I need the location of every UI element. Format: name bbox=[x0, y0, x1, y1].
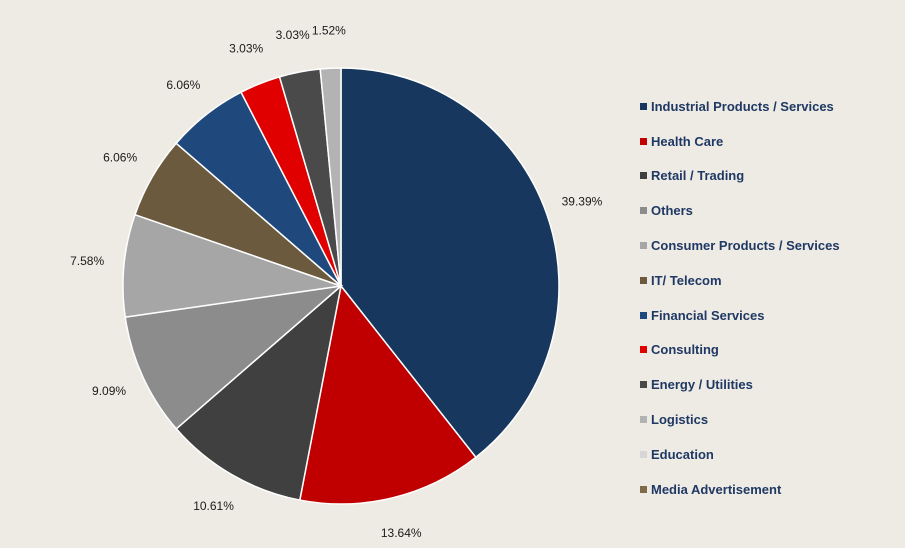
data-label-it-telecom: 6.06% bbox=[103, 151, 137, 165]
legend-label: Energy / Utilities bbox=[651, 377, 753, 393]
legend-item-others: Others bbox=[640, 193, 900, 228]
pie-slice-others bbox=[124, 284, 344, 430]
legend-label: Consumer Products / Services bbox=[651, 238, 840, 254]
pie-slice-retail-trading bbox=[175, 284, 343, 501]
legend-item-consulting: Consulting bbox=[640, 333, 900, 368]
legend-label: IT/ Telecom bbox=[651, 272, 722, 288]
legend-label: Education bbox=[651, 446, 714, 462]
legend-label: Others bbox=[651, 203, 693, 219]
legend-label: Industrial Products / Services bbox=[651, 98, 834, 114]
legend-swatch bbox=[640, 207, 647, 215]
pie-slice-health-care bbox=[298, 284, 477, 505]
legend-swatch bbox=[640, 137, 647, 145]
legend-item-energy-utilities: Energy / Utilities bbox=[640, 367, 900, 402]
legend-swatch bbox=[640, 416, 647, 424]
legend-item-financial-services: Financial Services bbox=[640, 298, 900, 333]
legend-item-retail-trading: Retail / Trading bbox=[640, 159, 900, 194]
data-label-consumer-products-services: 7.58% bbox=[70, 254, 104, 268]
data-label-industrial-products-services: 39.39% bbox=[562, 195, 603, 209]
legend-swatch bbox=[640, 346, 647, 354]
pie-slice-consumer-products-services bbox=[122, 213, 342, 318]
pie-slice-industrial-products-services bbox=[340, 67, 560, 459]
legend-swatch bbox=[640, 242, 647, 250]
legend-label: Media Advertisement bbox=[651, 481, 782, 497]
legend-swatch bbox=[640, 381, 647, 389]
legend-swatch bbox=[640, 172, 647, 180]
legend-item-health-care: Health Care bbox=[640, 124, 900, 159]
data-label-others: 9.09% bbox=[92, 384, 126, 398]
legend-item-logistics: Logistics bbox=[640, 402, 900, 437]
legend-label: Logistics bbox=[651, 412, 709, 428]
legend-swatch bbox=[640, 102, 647, 110]
pie-slices bbox=[122, 67, 560, 505]
data-label-retail-trading: 10.61% bbox=[193, 499, 234, 513]
legend-label: Retail / Trading bbox=[651, 168, 745, 184]
legend-item-media-advertisement: Media Advertisement bbox=[640, 472, 900, 507]
pie-slice-logistics bbox=[319, 67, 342, 287]
data-label-financial-services: 6.06% bbox=[166, 78, 200, 92]
legend-label: Consulting bbox=[651, 342, 719, 358]
data-label-consulting: 3.03% bbox=[229, 41, 263, 55]
legend-label: Financial Services bbox=[651, 307, 765, 323]
data-label-health-care: 13.64% bbox=[381, 526, 422, 540]
data-label-logistics: 1.52% bbox=[312, 23, 346, 37]
legend-item-consumer-products-services: Consumer Products / Services bbox=[640, 228, 900, 263]
legend-swatch bbox=[640, 450, 647, 458]
legend-item-education: Education bbox=[640, 437, 900, 472]
legend: Industrial Products / Services Health Car… bbox=[640, 89, 900, 507]
legend-swatch bbox=[640, 276, 647, 284]
legend-label: Health Care bbox=[651, 133, 724, 149]
legend-item-it-telecom: IT/ Telecom bbox=[640, 263, 900, 298]
legend-swatch bbox=[640, 485, 647, 493]
data-label-energy-utilities: 3.03% bbox=[276, 28, 310, 42]
legend-item-industrial-products-services: Industrial Products / Services bbox=[640, 89, 900, 124]
legend-swatch bbox=[640, 311, 647, 319]
pie-data-labels: 39.39% 13.64% 10.61% 9.09% 7.58% 6.06% 6.06% 3.… bbox=[70, 23, 602, 539]
